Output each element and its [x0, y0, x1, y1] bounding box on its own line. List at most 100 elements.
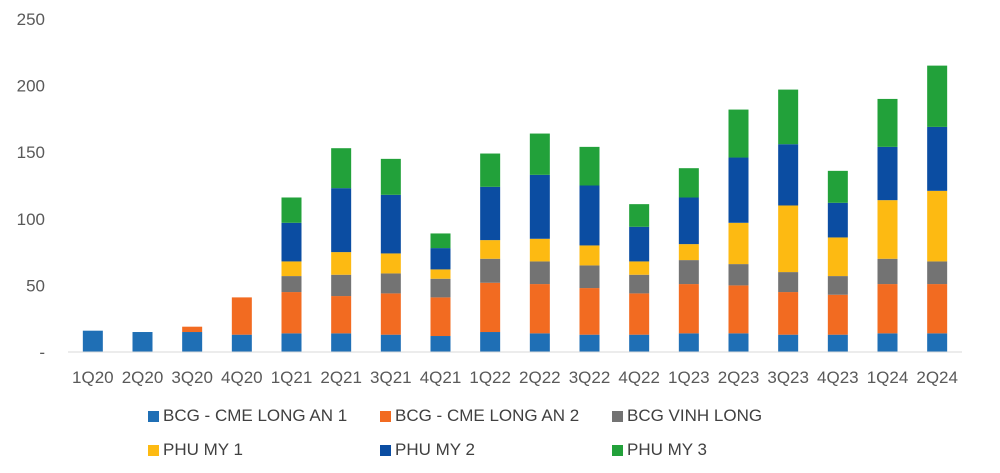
bar-stack-3q22	[579, 146, 600, 352]
x-tick-label: 1Q20	[72, 368, 114, 387]
x-axis: 1Q20 2Q20 3Q20 4Q20 1Q21 2Q21 3Q21 4Q21 1Q22 2Q22…	[72, 368, 958, 387]
bar-segment-3q22-series-3	[579, 265, 600, 289]
x-tick-label: 1Q23	[668, 368, 710, 387]
bar-stack-3q23	[778, 89, 799, 352]
bar-segment-4q22-series-5	[629, 226, 650, 262]
x-tick-label: 2Q22	[519, 368, 561, 387]
bar-segment-4q21-series-1	[430, 336, 451, 352]
bar-segment-4q23-series-5	[827, 202, 848, 238]
bar-segment-3q21-series-1	[380, 334, 401, 352]
bar-segment-3q22-series-4	[579, 245, 600, 266]
bar-segment-1q21-series-5	[281, 222, 302, 262]
bar-segment-1q20-series-1	[82, 330, 103, 352]
x-tick-label: 3Q20	[171, 368, 213, 387]
y-tick-label: 100	[17, 210, 45, 229]
bar-segment-4q23-series-3	[827, 276, 848, 295]
bar-segment-3q21-series-6	[380, 158, 401, 195]
bar-segment-1q21-series-1	[281, 333, 302, 352]
x-tick-label: 4Q22	[618, 368, 660, 387]
bar-segment-1q21-series-4	[281, 261, 302, 277]
y-tick-label: 250	[17, 10, 45, 29]
y-tick-label: 200	[17, 77, 45, 96]
bar-segment-2q24-series-6	[927, 65, 948, 127]
bar-stack-3q20	[182, 326, 203, 352]
bar-segment-1q24-series-5	[877, 146, 898, 201]
bar-segment-1q22-series-4	[480, 240, 501, 259]
bar-segment-2q22-series-4	[529, 238, 550, 262]
bar-stack-3q21	[380, 158, 401, 352]
bar-segment-3q21-series-4	[380, 253, 401, 274]
x-tick-label: 4Q20	[221, 368, 263, 387]
bar-segment-3q22-series-5	[579, 185, 600, 246]
bar-segment-3q20-series-1	[182, 332, 203, 352]
bar-segment-1q22-series-1	[480, 332, 501, 352]
bar-stack-1q21	[281, 197, 302, 352]
bar-segment-4q22-series-3	[629, 274, 650, 294]
bar-stack-2q22	[529, 133, 550, 352]
bar-segment-2q24-series-5	[927, 126, 948, 191]
x-tick-label: 3Q22	[569, 368, 611, 387]
x-tick-label: 2Q21	[320, 368, 362, 387]
bar-segment-3q22-series-2	[579, 288, 600, 335]
bar-segment-3q23-series-4	[778, 205, 799, 273]
bar-segment-3q22-series-6	[579, 146, 600, 186]
y-tick-label: 150	[17, 143, 45, 162]
bar-segment-2q22-series-2	[529, 284, 550, 334]
bar-segment-4q21-series-4	[430, 269, 451, 279]
bar-segment-2q23-series-2	[728, 285, 749, 334]
bar-segment-1q24-series-1	[877, 333, 898, 352]
bar-segment-1q24-series-2	[877, 284, 898, 334]
bar-segment-1q23-series-5	[678, 197, 699, 245]
bar-segment-2q21-series-2	[331, 296, 352, 334]
bar-segment-3q23-series-1	[778, 334, 799, 352]
bar-segment-4q20-series-2	[231, 297, 252, 335]
bar-segment-3q20-series-2	[182, 326, 203, 333]
bar-segment-4q21-series-6	[430, 233, 451, 249]
bar-segment-2q23-series-3	[728, 264, 749, 286]
x-tick-label: 1Q24	[867, 368, 909, 387]
bar-segment-1q21-series-2	[281, 292, 302, 334]
x-tick-label: 4Q23	[817, 368, 859, 387]
bar-segment-3q23-series-3	[778, 272, 799, 293]
bar-segment-3q21-series-3	[380, 273, 401, 294]
bar-segment-4q23-series-6	[827, 170, 848, 203]
bar-segment-2q24-series-1	[927, 333, 948, 352]
bar-segment-2q20-series-1	[132, 332, 153, 352]
bar-segment-4q21-series-3	[430, 278, 451, 298]
bar-segment-4q23-series-1	[827, 334, 848, 352]
x-tick-label: 2Q23	[718, 368, 760, 387]
bar-segment-1q24-series-3	[877, 258, 898, 285]
bar-segment-1q22-series-2	[480, 282, 501, 333]
bar-segment-2q23-series-6	[728, 109, 749, 158]
bar-stack-2q23	[728, 109, 749, 352]
bar-segment-1q23-series-2	[678, 284, 699, 334]
bar-segment-3q23-series-6	[778, 89, 799, 145]
y-tick-label: 50	[26, 276, 45, 295]
bar-stack-1q24	[877, 98, 898, 352]
bar-segment-1q22-series-3	[480, 258, 501, 283]
bar-segment-1q21-series-3	[281, 276, 302, 293]
y-tick-label: -	[39, 343, 45, 362]
bar-segment-2q21-series-3	[331, 274, 352, 297]
bar-segment-4q22-series-4	[629, 261, 650, 275]
bar-segment-2q24-series-3	[927, 261, 948, 285]
bar-stack-1q23	[678, 168, 699, 352]
bar-stack-1q22	[480, 153, 501, 352]
bar-stack-4q23	[827, 170, 848, 352]
bar-segment-3q23-series-2	[778, 292, 799, 335]
bar-segment-3q22-series-1	[579, 334, 600, 352]
x-tick-label: 1Q22	[469, 368, 511, 387]
bar-segment-1q23-series-3	[678, 260, 699, 285]
x-tick-label: 3Q23	[767, 368, 809, 387]
bar-segment-4q23-series-4	[827, 237, 848, 277]
bar-stack-2q24	[927, 65, 948, 352]
bar-segment-4q20-series-1	[231, 334, 252, 352]
x-tick-label: 2Q24	[916, 368, 958, 387]
bar-segment-2q21-series-6	[331, 148, 352, 189]
bar-stack-4q20	[231, 297, 252, 352]
bar-segment-2q24-series-4	[927, 190, 948, 262]
bar-segment-1q22-series-6	[480, 153, 501, 187]
bar-stack-2q21	[331, 148, 352, 352]
bar-segment-2q23-series-5	[728, 157, 749, 223]
